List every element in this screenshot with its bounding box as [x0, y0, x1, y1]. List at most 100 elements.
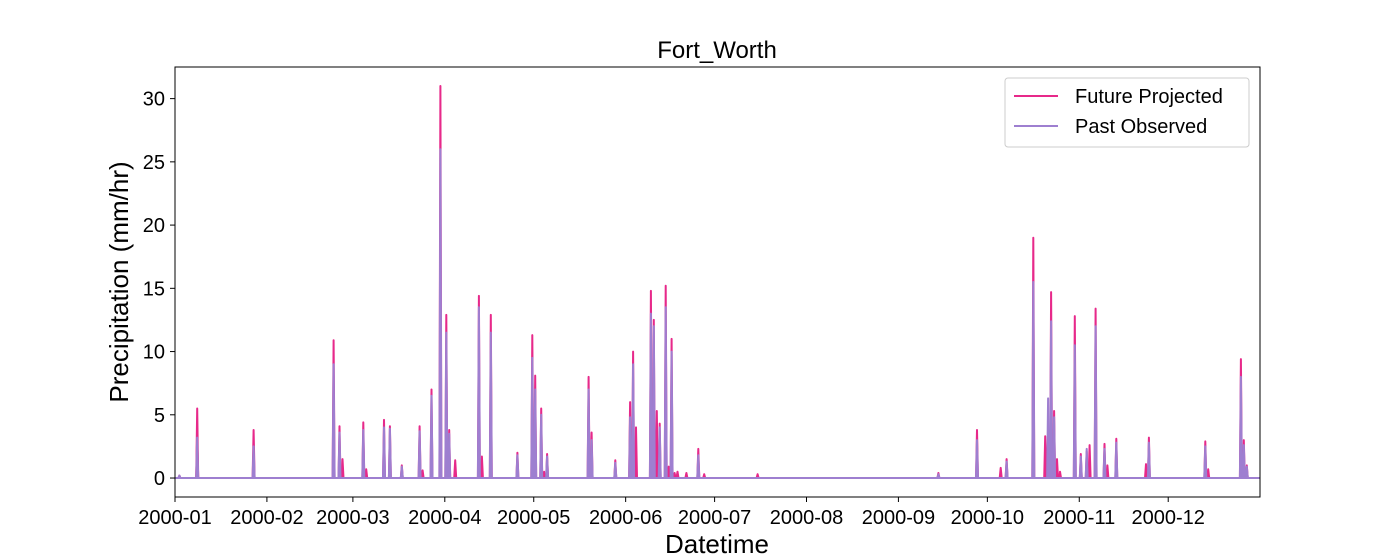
- data-point-past-observed: [631, 363, 636, 479]
- data-point-past-observed: [195, 436, 200, 479]
- x-tick-label: 2000-09: [862, 507, 935, 529]
- data-point-future-projected: [479, 455, 484, 479]
- data-point-past-observed: [251, 445, 256, 479]
- data-point-past-observed: [589, 439, 594, 479]
- data-point-past-observed: [663, 306, 668, 479]
- data-point-past-observed: [488, 331, 493, 479]
- y-axis-ticks: 0 5 10 15 20 25 30: [143, 89, 175, 490]
- data-point-future-projected: [1105, 464, 1110, 479]
- data-point-past-observed: [696, 454, 701, 479]
- y-tick-label: 0: [154, 468, 165, 490]
- data-point-past-observed: [669, 350, 674, 479]
- data-point-past-observed: [1078, 455, 1083, 479]
- y-tick-label: 25: [143, 152, 165, 174]
- legend-box: [1004, 77, 1250, 148]
- data-point-past-observed: [1093, 325, 1098, 479]
- y-axis-label: Precipitation (mm/hr): [104, 161, 134, 402]
- data-point-future-projected: [1055, 458, 1059, 479]
- data-point-past-observed: [177, 474, 182, 479]
- data-point-past-observed: [628, 416, 633, 479]
- data-point-future-projected: [998, 466, 1003, 479]
- data-point-past-observed: [515, 454, 520, 479]
- data-point-past-observed: [1004, 460, 1009, 479]
- data-point-past-observed: [476, 306, 481, 479]
- data-point-future-projected: [1058, 470, 1062, 479]
- data-point-past-observed: [1238, 375, 1243, 479]
- plot-area: [174, 66, 1261, 498]
- data-point-past-observed: [438, 148, 443, 479]
- data-point-past-observed: [1244, 465, 1249, 479]
- data-point-future-projected: [542, 470, 547, 479]
- data-point-past-observed: [337, 431, 342, 479]
- data-point-past-observed: [1084, 447, 1089, 479]
- plot-frame: [174, 66, 1261, 498]
- legend: Future Projected Past Observed: [1004, 77, 1250, 148]
- data-point-future-projected: [702, 473, 707, 479]
- x-tick-label: 2000-11: [1043, 507, 1115, 529]
- legend-label-past-observed: Past Observed: [1075, 116, 1207, 138]
- data-point-past-observed: [586, 388, 591, 479]
- y-tick-label: 30: [143, 89, 165, 111]
- x-tick-label: 2000-06: [589, 507, 662, 529]
- data-point-past-observed: [1049, 320, 1054, 479]
- y-tick-label: 5: [154, 405, 165, 427]
- data-point-past-observed: [657, 426, 662, 479]
- data-point-future-projected: [684, 472, 689, 479]
- x-tick-label: 2000-08: [770, 507, 843, 529]
- data-point-future-projected: [1043, 435, 1048, 479]
- chart-title: Fort_Worth: [657, 37, 777, 64]
- data-point-past-observed: [1052, 416, 1057, 479]
- data-point-future-projected: [675, 470, 680, 479]
- y-tick-label: 20: [143, 215, 165, 237]
- data-point-future-projected: [453, 459, 458, 479]
- data-point-past-observed: [447, 432, 452, 479]
- y-tick-label: 10: [143, 342, 165, 364]
- x-tick-label: 2000-07: [678, 507, 751, 529]
- data-point-past-observed: [613, 461, 618, 479]
- data-point-past-observed: [533, 388, 538, 479]
- x-tick-label: 2000-05: [497, 507, 570, 529]
- data-point-future-projected: [634, 426, 638, 479]
- data-point-future-projected: [420, 469, 425, 479]
- data-point-future-projected: [755, 473, 760, 479]
- x-tick-label: 2000-12: [1132, 507, 1205, 529]
- data-point-future-projected: [1144, 463, 1148, 479]
- x-tick-label: 2000-10: [951, 507, 1024, 529]
- data-point-past-observed: [651, 325, 656, 479]
- data-point-future-projected: [1087, 444, 1092, 479]
- x-axis-ticks: 2000-01 2000-02 2000-03 2000-04 2000-05 2000-…: [138, 497, 1205, 529]
- y-tick-label: 15: [143, 278, 165, 300]
- data-point-past-observed: [429, 394, 434, 479]
- data-point-future-projected: [340, 458, 345, 479]
- series-layer: [175, 85, 1260, 480]
- data-point-past-observed: [1102, 447, 1107, 479]
- data-point-past-observed: [331, 363, 336, 479]
- data-point-future-projected: [654, 410, 659, 479]
- data-point-future-projected: [364, 468, 369, 479]
- data-point-past-observed: [1146, 441, 1151, 479]
- data-point-past-observed: [936, 473, 941, 479]
- x-tick-label: 2000-04: [408, 507, 481, 529]
- data-point-past-observed: [399, 465, 404, 479]
- data-point-future-projected: [672, 472, 677, 479]
- data-point-past-observed: [539, 413, 544, 479]
- data-point-past-observed: [387, 427, 392, 479]
- data-point-past-observed: [361, 429, 366, 479]
- data-point-past-observed: [382, 426, 386, 479]
- data-point-past-observed: [545, 455, 550, 479]
- x-tick-label: 2000-03: [316, 507, 389, 529]
- data-point-past-observed: [530, 356, 535, 479]
- data-point-past-observed: [417, 430, 422, 479]
- x-tick-label: 2000-02: [230, 507, 303, 529]
- data-point-past-observed: [1203, 445, 1208, 479]
- data-point-past-observed: [1241, 444, 1246, 479]
- data-point-past-observed: [975, 439, 979, 479]
- series-past-observed: [175, 148, 1260, 480]
- x-tick-label: 2000-01: [138, 507, 211, 529]
- legend-label-future-projected: Future Projected: [1075, 86, 1223, 108]
- data-point-past-observed: [1114, 441, 1119, 479]
- data-point-past-observed: [444, 331, 449, 479]
- data-point-past-observed: [1072, 344, 1077, 479]
- x-axis-label: Datetime: [665, 529, 769, 559]
- data-point-past-observed: [1031, 281, 1036, 479]
